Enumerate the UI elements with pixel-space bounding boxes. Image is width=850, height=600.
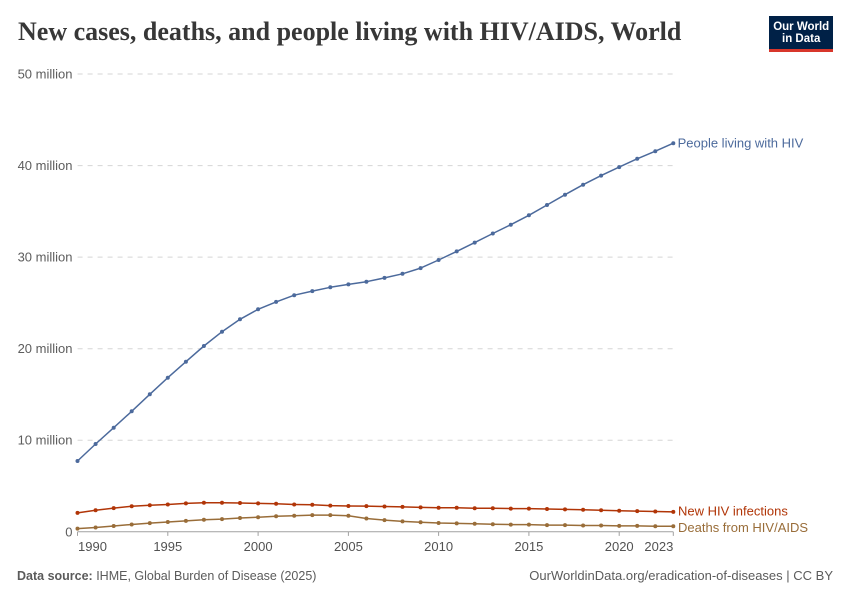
svg-text:2010: 2010 [424,539,453,554]
svg-text:New HIV infections: New HIV infections [678,504,788,519]
svg-text:0: 0 [65,524,72,539]
svg-text:2015: 2015 [514,539,543,554]
svg-text:2005: 2005 [334,539,363,554]
svg-text:Deaths from HIV/AIDS: Deaths from HIV/AIDS [678,520,808,535]
svg-text:People living with HIV: People living with HIV [678,136,804,151]
svg-text:1990: 1990 [78,539,107,554]
svg-text:2020: 2020 [605,539,634,554]
svg-text:40 million: 40 million [18,158,73,173]
svg-text:20 million: 20 million [18,341,73,356]
svg-text:2023: 2023 [644,539,673,554]
svg-text:2000: 2000 [244,539,273,554]
svg-text:50 million: 50 million [18,67,73,82]
svg-text:10 million: 10 million [18,433,73,448]
svg-text:1995: 1995 [153,539,182,554]
svg-text:30 million: 30 million [18,250,73,265]
